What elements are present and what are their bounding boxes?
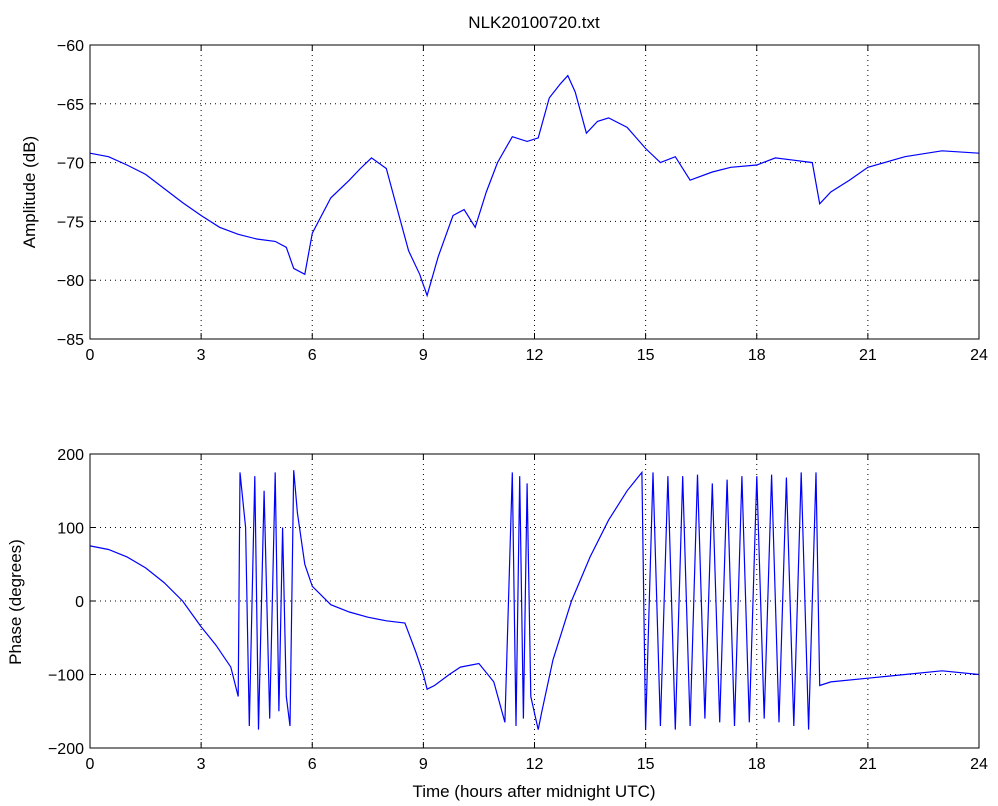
plot-frame-phase — [89, 453, 980, 749]
y-tick-label: 100 — [57, 521, 84, 538]
x-tick-label: 18 — [748, 347, 766, 364]
chart-title: NLK20100720.txt — [468, 13, 600, 32]
phase-panel: Phase (degrees) Time (hours after midnig… — [6, 447, 988, 801]
amplitude-series-line — [89, 74, 980, 298]
phase-series-line — [89, 470, 980, 730]
x-tick-label: 3 — [197, 756, 206, 773]
x-tick-label: 24 — [970, 756, 988, 773]
y-tick-label: −75 — [57, 214, 84, 231]
y-tick-label: −200 — [48, 741, 84, 758]
x-tick-label: 24 — [970, 347, 988, 364]
x-ticks-phase: 0 3 6 9 12 15 18 21 24 — [86, 454, 988, 773]
x-tick-label: 9 — [419, 756, 428, 773]
x-tick-label: 0 — [86, 347, 95, 364]
x-tick-label: 0 — [86, 756, 95, 773]
x-ticks-amplitude: 0 3 6 9 12 15 18 21 24 — [86, 45, 988, 364]
y-tick-label: −60 — [57, 38, 84, 55]
grid-amplitude — [90, 45, 979, 339]
x-axis-label: Time (hours after midnight UTC) — [412, 782, 655, 801]
y-tick-label: −100 — [48, 668, 84, 685]
y-axis-label-amplitude: Amplitude (dB) — [20, 136, 39, 248]
x-tick-label: 12 — [526, 347, 544, 364]
x-tick-label: 9 — [419, 347, 428, 364]
x-tick-label: 21 — [859, 756, 877, 773]
x-tick-label: 21 — [859, 347, 877, 364]
plot-frame-amplitude — [89, 44, 980, 340]
amplitude-panel: NLK20100720.txt Amplitude (dB) 0 3 6 9 12 15 1… — [20, 13, 988, 364]
x-tick-label: 3 — [197, 347, 206, 364]
x-tick-label: 15 — [637, 347, 655, 364]
y-tick-label: −85 — [57, 332, 84, 349]
y-tick-label: −70 — [57, 156, 84, 173]
y-tick-label: 0 — [75, 594, 84, 611]
y-tick-label: −65 — [57, 97, 84, 114]
y-ticks-phase: −200 −100 0 100 200 — [48, 447, 979, 758]
x-tick-label: 6 — [308, 756, 317, 773]
x-tick-label: 12 — [526, 756, 544, 773]
y-ticks-amplitude: −85 −80 −75 −70 −65 −60 — [57, 38, 979, 349]
y-tick-label: 200 — [57, 447, 84, 464]
x-tick-label: 6 — [308, 347, 317, 364]
y-axis-label-phase: Phase (degrees) — [6, 539, 25, 665]
x-tick-label: 18 — [748, 756, 766, 773]
y-tick-label: −80 — [57, 273, 84, 290]
x-tick-label: 15 — [637, 756, 655, 773]
